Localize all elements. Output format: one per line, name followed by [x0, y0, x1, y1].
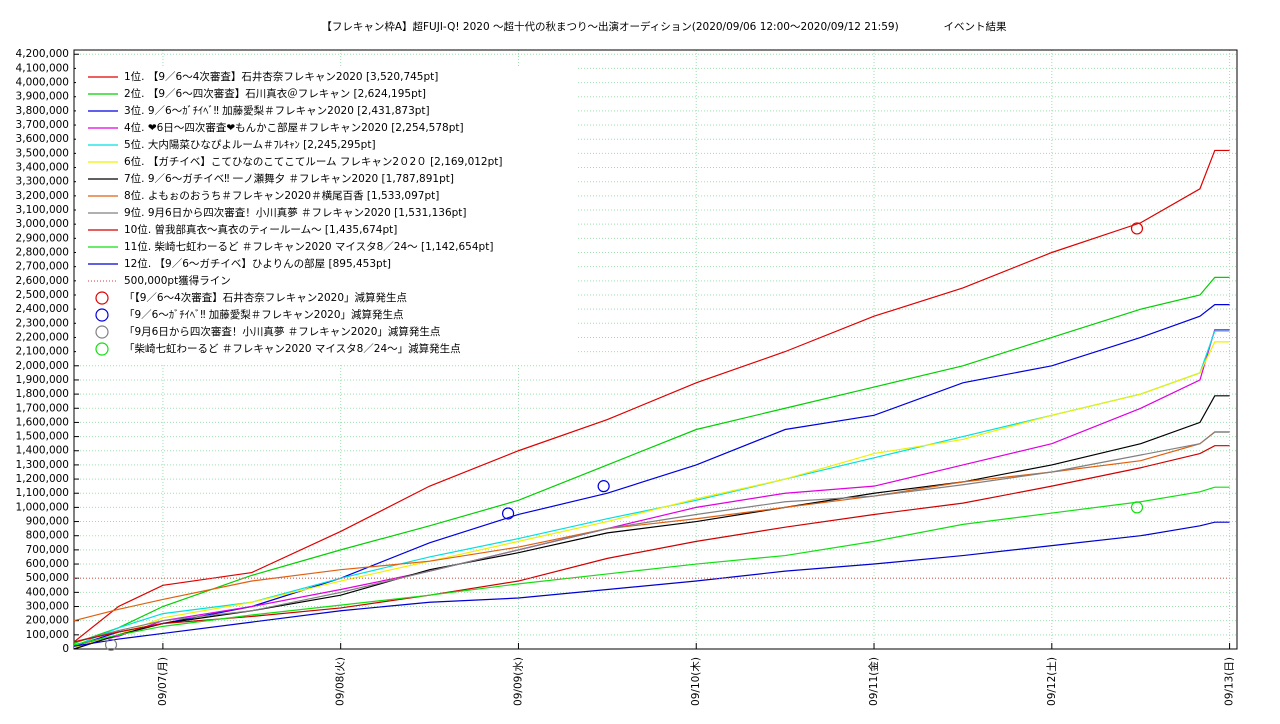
y-tick-label: 4,200,000	[16, 48, 69, 60]
x-tick-label: 09/09(水)	[512, 657, 524, 706]
marker	[1130, 222, 1144, 235]
y-tick-label: 2,500,000	[16, 289, 69, 301]
y-tick-label: 1,600,000	[16, 416, 69, 428]
series-line	[73, 304, 1230, 647]
y-tick-label: 2,000,000	[16, 360, 69, 372]
legend-label: 5位. 大内陽菜ひなぴよルーム＃ﾌﾚｷｬﾝ [2,245,295pt]	[124, 138, 376, 151]
x-tick-label: 09/13(日)	[1224, 657, 1236, 706]
x-tick-label: 09/08(火)	[335, 657, 347, 706]
marker	[597, 480, 610, 493]
y-tick-label: 600,000	[26, 558, 69, 570]
series-line	[73, 431, 1230, 643]
y-tick-label: 3,900,000	[16, 91, 69, 103]
y-tick-label: 1,300,000	[16, 459, 69, 471]
series-line	[73, 395, 1230, 650]
y-tick-label: 2,900,000	[16, 232, 69, 244]
y-tick-label: 3,600,000	[16, 133, 69, 145]
legend-swatch	[95, 325, 109, 339]
y-tick-label: 3,500,000	[16, 147, 69, 159]
x-tick-label: 09/07(月)	[157, 657, 169, 706]
marker	[1130, 501, 1144, 514]
y-tick-label: 100,000	[26, 629, 69, 641]
legend-label: 「9／6〜ｶﾞﾁｲﾍﾞ‼ 加藤愛梨＃フレキャン2020」減算発生点	[124, 308, 404, 321]
y-tick-label: 4,100,000	[16, 62, 69, 74]
series-line	[73, 149, 1230, 643]
legend-label: 6位. 【ガチイベ】こてひなのこてこてルーム フレキャン2０2０ [2,169,…	[124, 155, 503, 168]
y-tick-label: 3,200,000	[16, 190, 69, 202]
y-tick-label: 900,000	[26, 516, 69, 528]
legend-label: 「柴崎七虹わーるど ＃フレキャン2020 マイスタ8／24〜」減算発生点	[124, 342, 461, 355]
legend-swatch	[95, 308, 109, 322]
y-tick-label: 1,900,000	[16, 374, 69, 386]
y-tick-label: 3,700,000	[16, 119, 69, 131]
y-tick-label: 200,000	[26, 615, 69, 627]
legend-label: 10位. 曽我部真衣〜真衣のティールーム〜 [1,435,674pt]	[124, 223, 397, 236]
y-tick-label: 1,800,000	[16, 388, 69, 400]
legend-box	[76, 66, 576, 363]
legend-label: 12位. 【9／6〜ガチイベ】ひよりんの部屋 [895,453pt]	[124, 257, 391, 270]
legend-label: 4位. ❤6日〜四次審査❤もんかこ部屋＃フレキャン2020 [2,254,578…	[124, 121, 464, 134]
marker	[104, 638, 118, 651]
y-tick-label: 2,700,000	[16, 261, 69, 273]
y-tick-label: 1,100,000	[16, 487, 69, 499]
legend-label: 1位. 【9／6〜4次審査】石井杏奈フレキャン2020 [3,520,745pt…	[124, 70, 438, 83]
y-tick-label: 2,300,000	[16, 317, 69, 329]
series-line	[73, 329, 1230, 646]
legend-label: 500,000pt獲得ライン	[124, 274, 231, 287]
legend-label: 7位. 9／6〜ガチイベ‼ 一ノ瀬舞夕 ＃フレキャン2020 [1,787,89…	[124, 172, 454, 185]
y-tick-label: 1,400,000	[16, 445, 69, 457]
legend-swatch	[95, 291, 109, 305]
y-tick-label: 1,200,000	[16, 473, 69, 485]
x-tick-label: 09/11(金)	[867, 657, 880, 706]
x-tick-label: 09/10(木)	[690, 657, 702, 706]
y-tick-label: 3,400,000	[16, 162, 69, 174]
series-line	[73, 276, 1230, 644]
series-line	[73, 330, 1230, 647]
y-tick-label: 2,600,000	[16, 275, 69, 287]
y-tick-label: 400,000	[26, 586, 69, 598]
y-tick-label: 4,000,000	[16, 77, 69, 89]
series-line	[73, 486, 1230, 646]
series-line	[73, 431, 1230, 622]
y-tick-label: 2,800,000	[16, 246, 69, 258]
legend-label: 11位. 柴崎七虹わーるど ＃フレキャン2020 マイスタ8／24〜 [1,14…	[124, 240, 493, 253]
y-tick-label: 3,000,000	[16, 218, 69, 230]
legend-swatch	[95, 342, 109, 356]
marker	[501, 507, 515, 520]
y-tick-label: 1,700,000	[16, 402, 69, 414]
y-tick-label: 700,000	[26, 544, 69, 556]
legend-label: 2位. 【9／6〜四次審査】石川真衣＠フレキャン [2,624,195pt]	[124, 87, 426, 100]
legend-label: 「【9／6〜4次審査】石井杏奈フレキャン2020」減算発生点	[124, 291, 407, 304]
y-tick-label: 500,000	[26, 572, 69, 584]
y-tick-label: 1,500,000	[16, 431, 69, 443]
series-line	[73, 341, 1230, 649]
plot-frame	[73, 49, 1238, 650]
series-line	[73, 445, 1230, 643]
chart-title: 【フレキャン枠A】超FUJI-Q! 2020 〜超十代の秋まつり〜出演オーディシ…	[321, 20, 898, 33]
y-tick-label: 2,400,000	[16, 303, 69, 315]
y-tick-label: 800,000	[26, 530, 69, 542]
y-tick-label: 2,200,000	[16, 331, 69, 343]
y-tick-label: 1,000,000	[16, 501, 69, 513]
legend-label: 9位. 9月6日から四次審査！小川真夢 ＃フレキャン2020 [1,531,13…	[124, 206, 467, 219]
y-tick-label: 0	[62, 643, 69, 655]
legend-label: 3位. 9／6〜ｶﾞﾁｲﾍﾞ‼ 加藤愛梨＃フレキャン2020 [2,431,87…	[124, 104, 430, 117]
chart-subtitle: イベント結果	[944, 20, 1007, 33]
y-tick-label: 3,100,000	[16, 204, 69, 216]
legend-label: 8位. よもぉのおうち＃フレキャン2020＃横尾百香 [1,533,097pt]	[124, 189, 439, 202]
y-tick-label: 3,800,000	[16, 105, 69, 117]
y-tick-label: 3,300,000	[16, 176, 69, 188]
x-tick-label: 09/12(土)	[1045, 657, 1058, 706]
y-tick-label: 300,000	[26, 601, 69, 613]
legend-label: 「9月6日から四次審査！小川真夢 ＃フレキャン2020」減算発生点	[124, 325, 440, 338]
series-line	[73, 521, 1230, 647]
y-tick-label: 2,100,000	[16, 346, 69, 358]
